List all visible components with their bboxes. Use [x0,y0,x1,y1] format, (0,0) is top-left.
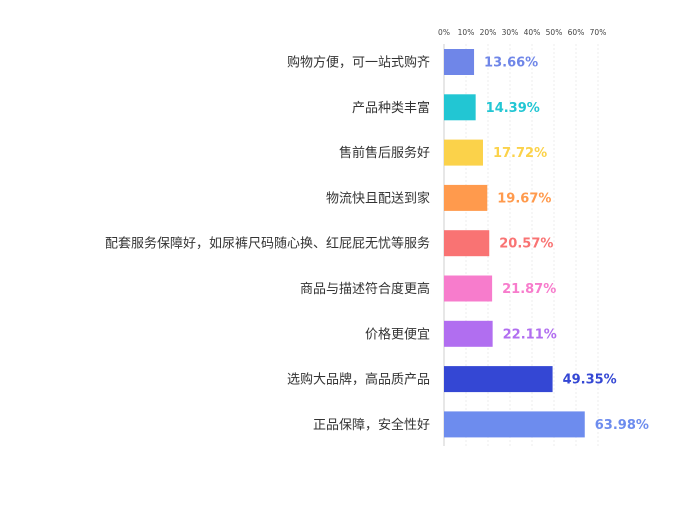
value-label: 21.87% [502,282,556,297]
x-tick-label: 60% [568,28,585,37]
value-label: 49.35% [563,373,617,388]
bars [444,49,585,438]
bar [444,366,553,393]
value-label: 19.67% [497,191,551,206]
category-label: 购物方便，可一站式购齐 [287,55,430,71]
value-label: 20.57% [499,237,553,252]
category-label: 产品种类丰富 [352,100,430,116]
value-label: 63.98% [595,418,649,433]
bar [444,139,483,166]
bar [444,411,585,438]
bar [444,320,493,347]
x-tick-label: 30% [502,28,519,37]
x-tick-label: 10% [458,28,475,37]
value-label: 13.66% [484,56,538,71]
category-label: 选购大品牌，高品质产品 [287,372,430,388]
x-tick-label: 0% [438,28,450,37]
x-axis-ticks: 0% 10% 20% 30% 40% 50% 60% 70% [438,28,606,37]
category-label: 物流快且配送到家 [326,190,430,206]
category-label: 配套服务保障好，如尿裤尺码随心换、红屁屁无忧等服务 [105,236,430,252]
category-label: 售前售后服务好 [339,145,430,161]
labels: 购物方便，可一站式购齐 13.66% 产品种类丰富 14.39% 售前售后服务好 17.7… [105,55,649,433]
x-tick-label: 70% [590,28,607,37]
x-tick-label: 20% [480,28,497,37]
bar [444,230,490,257]
bar [444,49,475,75]
x-tick-label: 50% [546,28,563,37]
category-label: 正品保障，安全性好 [313,417,430,433]
x-tick-label: 40% [524,28,541,37]
bar [444,184,488,211]
value-label: 22.11% [503,327,557,342]
category-label: 价格更便宜 [365,326,430,342]
category-label: 商品与描述符合度更高 [300,281,430,297]
value-label: 17.72% [493,146,547,161]
value-label: 14.39% [486,101,540,116]
bar [444,275,493,302]
bar [444,94,476,121]
